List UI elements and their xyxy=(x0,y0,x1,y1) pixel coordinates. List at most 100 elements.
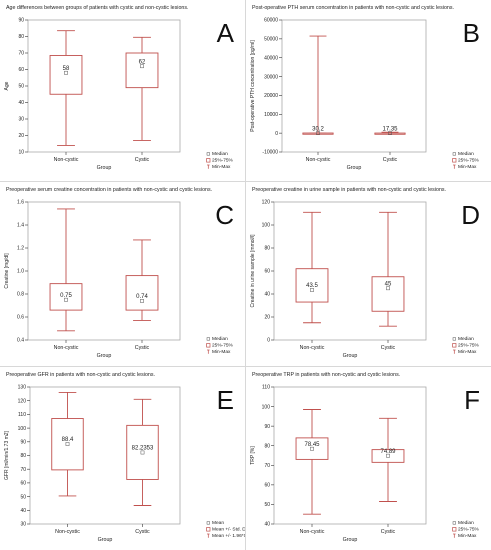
legend-box-swatch xyxy=(206,158,211,163)
iqr-box xyxy=(125,52,159,89)
center-value-label: 62 xyxy=(139,59,146,65)
x-axis-label: Group xyxy=(98,537,113,543)
center-marker xyxy=(386,453,390,458)
legend-label: Min-Max xyxy=(458,349,477,355)
y-tick-label: 60 xyxy=(18,67,24,73)
y-tick-label: 100 xyxy=(18,426,27,432)
center-value-label: 0.75 xyxy=(60,293,72,299)
y-tick-label: 30000 xyxy=(264,74,278,80)
iqr-box xyxy=(49,55,83,95)
legend-label: Min-Max xyxy=(212,164,231,170)
center-value-label: 74.89 xyxy=(380,449,396,455)
center-value-label: 82.2353 xyxy=(132,446,154,452)
iqr-box xyxy=(295,437,329,460)
x-tick-label: Non-cystic xyxy=(54,157,79,163)
legend-label: 25%-75% xyxy=(458,343,480,349)
y-tick-label: 90 xyxy=(20,440,26,446)
chart-d: Preoperative creatine in urine sample in… xyxy=(250,187,480,359)
y-tick-label: 120 xyxy=(262,200,271,206)
legend-label: Min-Max xyxy=(212,349,231,355)
y-axis-label: GFR [ml/min/1.73 m2] xyxy=(4,430,10,480)
y-tick-label: 60 xyxy=(20,481,26,487)
y-tick-label: 80 xyxy=(20,453,26,459)
chart-e: Preoperative GFR in patients with non-cy… xyxy=(4,372,245,543)
chart-title: Age differences between groups of patien… xyxy=(6,5,188,11)
center-marker xyxy=(64,297,68,302)
iqr-box xyxy=(302,132,334,135)
iqr-box xyxy=(374,132,406,135)
y-tick-label: 80 xyxy=(264,443,270,449)
y-tick-label: 50 xyxy=(264,502,270,508)
y-tick-label: 50 xyxy=(20,494,26,500)
legend-label: Median xyxy=(458,336,474,342)
iqr-box xyxy=(125,275,159,311)
legend-label: 25%-75% xyxy=(458,527,480,533)
chart-title: Preoperative serum creatine concentratio… xyxy=(6,187,212,193)
panel-letter: B xyxy=(463,18,480,48)
y-tick-label: 120 xyxy=(18,398,27,404)
iqr-box xyxy=(49,283,83,311)
y-tick-label: 70 xyxy=(18,51,24,57)
chart-panel-d: Preoperative creatine in urine sample in… xyxy=(246,182,491,366)
chart-title: Preoperative creatine in urine sample in… xyxy=(252,187,446,193)
y-tick-label: 60 xyxy=(264,483,270,489)
center-value-label: 43.5 xyxy=(306,283,318,289)
y-tick-label: 0.4 xyxy=(17,338,24,344)
chart-panel-c: Preoperative serum creatine concentratio… xyxy=(0,182,245,366)
legend-label: Mean +/- 1.96*Std. Dev. xyxy=(212,533,245,539)
chart-title: Preoperative TRP in patients with non-cy… xyxy=(252,372,400,378)
y-tick-label: 110 xyxy=(262,385,270,391)
x-tick-label: Cystic xyxy=(135,345,150,351)
legend-center-swatch xyxy=(206,152,210,156)
y-tick-label: 10000 xyxy=(264,112,278,118)
y-tick-label: 40000 xyxy=(264,55,278,61)
x-tick-label: Cystic xyxy=(135,157,150,163)
y-tick-label: 0 xyxy=(275,131,278,137)
legend-center-swatch xyxy=(452,337,456,341)
chart-a: Age differences between groups of patien… xyxy=(4,5,235,171)
center-marker xyxy=(310,446,314,451)
y-tick-label: 50000 xyxy=(264,37,278,43)
iqr-box xyxy=(126,424,159,480)
chart-title: Post-operative PTH serum concentration i… xyxy=(252,5,454,11)
chart-title: Preoperative GFR in patients with non-cy… xyxy=(6,372,155,378)
chart-f: Preoperative TRP in patients with non-cy… xyxy=(250,372,480,543)
y-tick-label: 20000 xyxy=(264,93,278,99)
x-tick-label: Non-cystic xyxy=(306,157,331,163)
chart-panel-f: Preoperative TRP in patients with non-cy… xyxy=(246,367,491,550)
center-value-label: 58 xyxy=(63,66,70,72)
legend-center-swatch xyxy=(452,152,456,156)
center-value-label: 78.45 xyxy=(304,442,320,448)
panel-letter: F xyxy=(464,385,480,415)
center-marker xyxy=(65,442,70,446)
x-axis-label: Group xyxy=(97,165,112,171)
y-tick-label: 110 xyxy=(18,412,26,418)
iqr-box xyxy=(295,268,329,303)
plot-frame xyxy=(273,386,427,525)
y-tick-label: 40 xyxy=(264,522,270,528)
y-tick-label: 0.6 xyxy=(17,315,24,321)
plot-frame xyxy=(27,201,181,341)
legend-label: Mean +/- Std. Dev. xyxy=(212,527,245,533)
center-value-label: 0.74 xyxy=(136,294,148,300)
y-tick-label: 20 xyxy=(18,133,24,139)
center-value-label: 30.2 xyxy=(312,126,324,132)
iqr-box xyxy=(371,276,405,312)
chart-panel-a: Age differences between groups of patien… xyxy=(0,0,245,181)
legend-label: Median xyxy=(458,520,474,526)
y-tick-label: 100 xyxy=(262,404,271,410)
y-tick-label: 40 xyxy=(20,508,26,514)
y-tick-label: 60 xyxy=(264,269,270,275)
center-marker xyxy=(316,131,320,135)
chart-b: Post-operative PTH serum concentration i… xyxy=(250,5,480,171)
x-axis-label: Group xyxy=(343,537,358,543)
y-tick-label: 70 xyxy=(264,463,270,469)
legend-label: Min-Max xyxy=(458,164,477,170)
chart-c: Preoperative serum creatine concentratio… xyxy=(4,187,234,359)
y-tick-label: 20 xyxy=(264,315,270,321)
y-tick-label: 0 xyxy=(267,338,270,344)
center-value-label: 17.35 xyxy=(382,126,398,132)
panel-letter: A xyxy=(217,18,235,48)
legend-box-swatch xyxy=(452,158,457,163)
x-tick-label: Cystic xyxy=(381,345,396,351)
